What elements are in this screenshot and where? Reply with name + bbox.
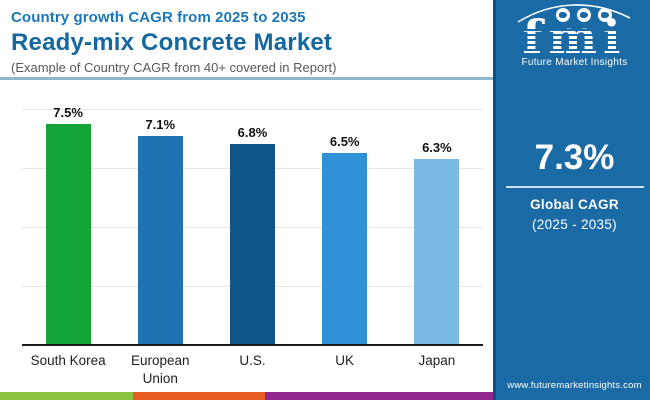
stat-label-line1: Global CAGR	[530, 197, 619, 212]
header-divider	[0, 77, 493, 80]
bar-u-s-	[230, 144, 275, 345]
fmi-logo: fmi Future Market Insights	[496, 0, 650, 75]
footer-color-strip	[0, 392, 493, 400]
x-axis-line	[22, 344, 483, 346]
main-panel: 7.5% South Korea 7.1% European Union 6.8% U.S…	[0, 9, 493, 400]
chart-note: (Example of Country CAGR from 40+ covere…	[11, 60, 337, 75]
footer-strip-segment-orange	[133, 392, 265, 400]
bar-value-label: 6.5%	[329, 134, 360, 149]
category-label: Japan	[418, 353, 456, 368]
website-url: www.futuremarketinsights.com	[507, 380, 642, 391]
chart-subtitle: Country growth CAGR from 2025 to 2035	[11, 9, 306, 26]
brand-sidebar: fmi Future Market Insights 7.3% Global C…	[493, 0, 650, 400]
footer-strip-segment-purple	[265, 392, 493, 400]
fmi-logo-stripes	[514, 26, 635, 59]
stat-divider	[505, 186, 644, 188]
logo-swoosh-arc	[517, 4, 631, 23]
global-cagr-value: 7.3%	[534, 138, 615, 177]
bar-value-label: 7.5%	[53, 105, 83, 120]
globe-icon	[556, 8, 570, 22]
bar-value-label: 6.8%	[237, 125, 268, 140]
logo-tagline: Future Market Insights	[521, 57, 628, 68]
chart-header: Country growth CAGR from 2025 to 2035 Re…	[11, 9, 481, 75]
global-cagr-stat: 7.3% Global CAGR (2025 - 2035)	[496, 138, 650, 232]
globe-icon	[598, 8, 612, 22]
bar-south-korea	[45, 124, 91, 345]
stat-label-line2: (2025 - 2035)	[532, 217, 617, 232]
footer-strip-segment-green	[0, 392, 133, 400]
globe-icon	[577, 8, 591, 22]
bar-japan	[414, 159, 460, 345]
category-label: South Korea	[30, 353, 106, 368]
bar-european-union	[137, 136, 183, 345]
category-label: European Union	[131, 353, 190, 386]
plot-area: 7.5% South Korea 7.1% European Union 6.8% U.S…	[22, 105, 483, 386]
gridline	[22, 109, 483, 110]
bar-value-label: 7.1%	[145, 117, 176, 132]
globe-icons	[556, 8, 612, 22]
category-label: U.S.	[239, 353, 266, 368]
page-title: Ready-mix Concrete Market	[11, 29, 333, 56]
category-label: UK	[335, 353, 355, 368]
bar-value-label: 6.3%	[422, 140, 452, 155]
bar-uk	[322, 153, 368, 345]
